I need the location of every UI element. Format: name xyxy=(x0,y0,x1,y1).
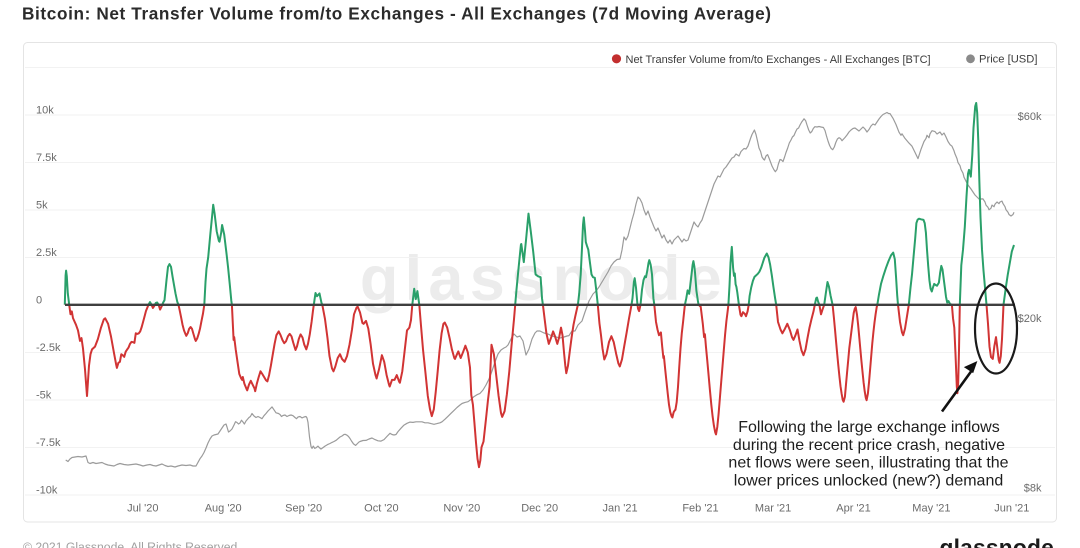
svg-text:Jul '20: Jul '20 xyxy=(127,503,158,515)
svg-text:Jun '21: Jun '21 xyxy=(994,503,1029,515)
svg-text:Apr '21: Apr '21 xyxy=(836,503,871,515)
svg-text:$60k: $60k xyxy=(1018,111,1042,123)
svg-text:glassnode: glassnode xyxy=(940,535,1055,548)
svg-text:© 2021 Glassnode. All Rights R: © 2021 Glassnode. All Rights Reserved xyxy=(23,540,237,548)
svg-text:Feb '21: Feb '21 xyxy=(682,503,718,515)
svg-text:-2.5k: -2.5k xyxy=(36,342,61,354)
svg-text:during the recent price crash,: during the recent price crash, negative xyxy=(733,437,1005,454)
svg-text:$8k: $8k xyxy=(1024,483,1042,495)
svg-text:$20k: $20k xyxy=(1018,313,1042,325)
svg-text:lower prices unlocked (new?) d: lower prices unlocked (new?) demand xyxy=(734,472,1003,489)
svg-text:Mar '21: Mar '21 xyxy=(755,503,791,515)
svg-text:Aug '20: Aug '20 xyxy=(205,503,242,515)
svg-text:Price [USD]: Price [USD] xyxy=(979,54,1037,66)
svg-text:May '21: May '21 xyxy=(912,503,950,515)
svg-text:Following the large exchange i: Following the large exchange inflows xyxy=(738,419,999,436)
svg-text:net flows were seen, illustrat: net flows were seen, illustrating that t… xyxy=(728,455,1008,472)
svg-text:-5k: -5k xyxy=(36,390,52,402)
svg-text:Jan '21: Jan '21 xyxy=(603,503,638,515)
svg-text:Net Transfer Volume from/to Ex: Net Transfer Volume from/to Exchanges - … xyxy=(626,54,931,66)
svg-text:-7.5k: -7.5k xyxy=(36,437,61,449)
svg-text:Sep '20: Sep '20 xyxy=(285,503,322,515)
svg-text:2.5k: 2.5k xyxy=(36,247,57,259)
svg-text:Oct '20: Oct '20 xyxy=(364,503,399,515)
svg-text:0: 0 xyxy=(36,295,42,307)
svg-text:Nov '20: Nov '20 xyxy=(443,503,480,515)
svg-text:glassnode: glassnode xyxy=(360,244,728,314)
svg-text:5k: 5k xyxy=(36,200,48,212)
svg-text:7.5k: 7.5k xyxy=(36,152,57,164)
svg-text:Dec '20: Dec '20 xyxy=(521,503,558,515)
svg-text:-10k: -10k xyxy=(36,485,58,497)
svg-text:10k: 10k xyxy=(36,105,54,117)
svg-text:Bitcoin: Net Transfer Volume f: Bitcoin: Net Transfer Volume from/to Exc… xyxy=(22,4,772,24)
